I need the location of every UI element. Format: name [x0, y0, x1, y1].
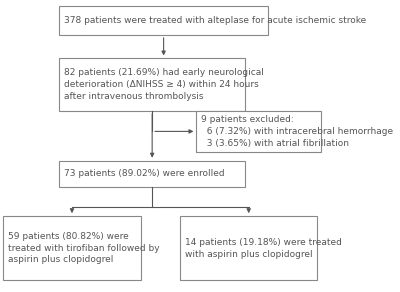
FancyBboxPatch shape	[59, 161, 246, 187]
Text: 82 patients (21.69%) had early neurological
deterioration (ΔNIHSS ≥ 4) within 24: 82 patients (21.69%) had early neurologi…	[64, 68, 264, 101]
Text: 9 patients excluded:
  6 (7.32%) with intracerebral hemorrhage
  3 (3.65%) with : 9 patients excluded: 6 (7.32%) with intr…	[201, 115, 393, 148]
FancyBboxPatch shape	[180, 216, 318, 280]
Text: 59 patients (80.82%) were
treated with tirofiban followed by
aspirin plus clopid: 59 patients (80.82%) were treated with t…	[8, 232, 160, 265]
FancyBboxPatch shape	[59, 6, 268, 35]
Text: 378 patients were treated with alteplase for acute ischemic stroke: 378 patients were treated with alteplase…	[64, 16, 366, 25]
Text: 14 patients (19.18%) were treated
with aspirin plus clopidogrel: 14 patients (19.18%) were treated with a…	[185, 238, 342, 259]
FancyBboxPatch shape	[196, 111, 321, 152]
FancyBboxPatch shape	[3, 216, 141, 280]
FancyBboxPatch shape	[59, 58, 246, 111]
Text: 73 patients (89.02%) were enrolled: 73 patients (89.02%) were enrolled	[64, 169, 224, 178]
